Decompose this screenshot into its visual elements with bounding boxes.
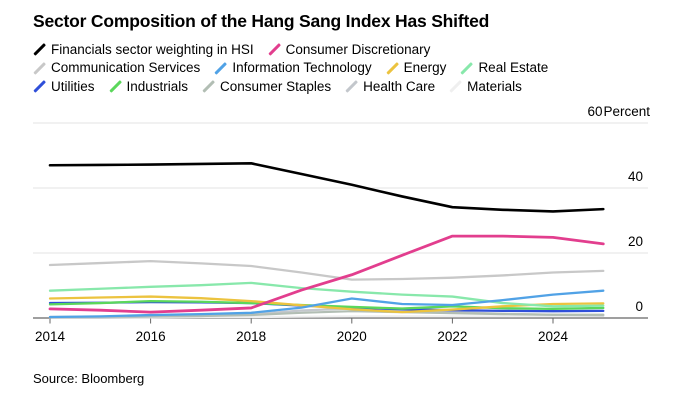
legend-item-label: Consumer Staples [220,78,332,94]
series-line-consumer-discretionary [48,234,605,314]
y-axis-unit-label: Percent [603,104,650,119]
chart-title: Sector Composition of the Hang Sang Inde… [33,11,490,31]
y-axis-top-label: 60 Percent [587,104,650,119]
series-line-energy [48,295,605,314]
legend-item-label: Health Care [363,78,436,94]
legend-item-energy: Energy [385,60,447,76]
legend-item-label: Communication Services [51,60,201,76]
legend-item-label: Financials sector weighting in HSI [51,41,254,57]
y-axis-tick-label: 60 [587,104,603,119]
x-axis-tick-label: 2022 [437,329,468,344]
legend-item-communication-services: Communication Services [33,60,200,75]
legend-item-label: Industrials [126,78,189,94]
legend-item-consumer-staples: Consumer Staples [202,79,331,94]
x-axis-tick-label: 2014 [34,329,66,344]
legend-item-label: Utilities [51,78,95,94]
chart-legend: Financials sector weighting in HSI Consum… [33,40,653,96]
legend-item-materials: Materials [449,79,522,94]
legend-item-real-estate: Real Estate [460,60,548,75]
legend-item-label: Information Technology [232,60,372,76]
y-axis-tick-label: 40 [627,169,643,184]
x-axis-tick-label: 2024 [537,329,569,344]
legend-row: Financials sector weighting in HSI Consum… [33,40,653,59]
source-attribution: Source: Bloomberg [33,371,145,386]
x-axis-tick-label: 2018 [236,329,267,344]
series-line-communication-services [48,259,605,281]
legend-item-label: Real Estate [478,60,549,76]
legend-item-information-technology: Information Technology [214,60,372,76]
legend-item-utilities: Utilities [33,79,95,94]
y-axis-tick-label: 0 [635,299,643,314]
legend-item-label: Consumer Discretionary [285,41,431,57]
series-line-real-estate [48,281,605,308]
legend-item-consumer-discretionary: Consumer Discretionary [267,41,431,57]
legend-row: Utilities Industrials Consumer Staples Heal… [33,77,653,96]
legend-item-financials-sector-weighting-in-hsi: Financials sector weighting in HSI [33,42,254,57]
x-axis-tick-label: 2020 [336,329,367,344]
y-axis-tick-label: 20 [627,234,643,249]
series-line-industrials [48,299,605,311]
series-line-information-technology [48,289,605,319]
x-axis-tick-label: 2016 [135,329,166,344]
legend-item-health-care: Health Care [345,79,435,94]
legend-item-label: Materials [467,78,522,94]
legend-row: Communication Services Information Techno… [33,59,653,78]
legend-item-label: Energy [403,60,447,76]
series-line-financials-sector-weighting-in-hsi [48,162,605,213]
legend-item-industrials: Industrials [108,78,189,94]
